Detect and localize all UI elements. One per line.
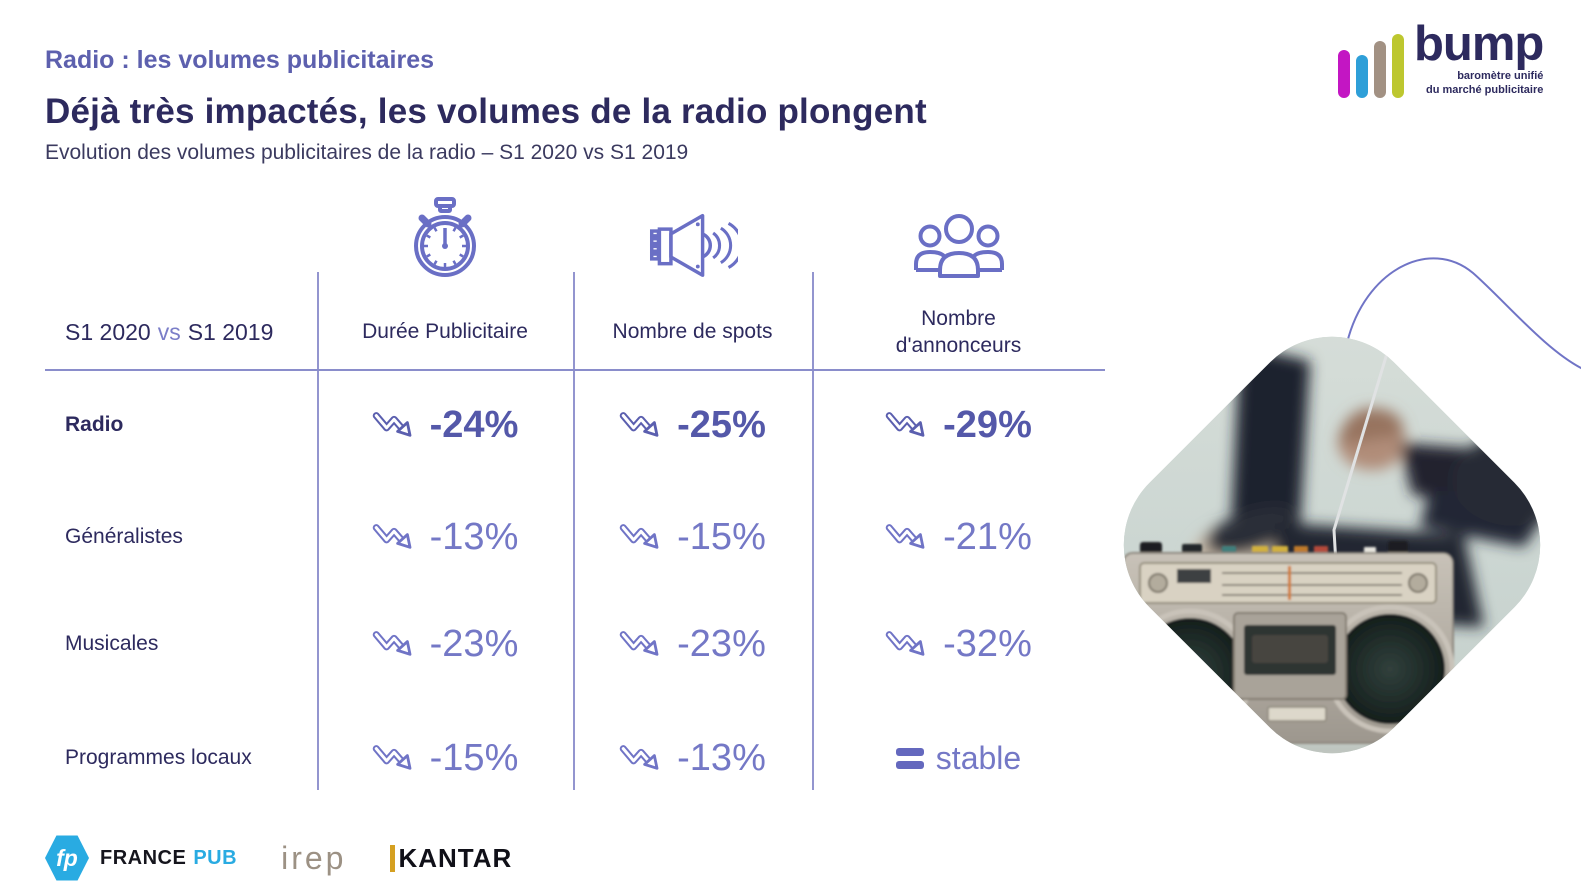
cell-value: -24% bbox=[429, 403, 519, 446]
decorative-curve bbox=[1346, 257, 1581, 370]
table-cell: -15% bbox=[317, 728, 573, 788]
trend-down-icon bbox=[619, 629, 665, 659]
bump-logo-bars-icon bbox=[1338, 32, 1404, 98]
trend-down-icon bbox=[619, 410, 665, 440]
bump-wordmark: bump bbox=[1414, 17, 1544, 71]
period-left: S1 2020 bbox=[65, 318, 151, 345]
france-pub-wordmark: FRANCE PUB bbox=[100, 846, 238, 869]
trend-down-icon bbox=[619, 522, 665, 552]
stable-equals-icon bbox=[895, 747, 924, 769]
bump-logo-text: bump baromètre unifié du marché publicit… bbox=[1414, 17, 1544, 98]
table-cell: -15% bbox=[573, 507, 812, 567]
cell-value: -23% bbox=[677, 622, 766, 665]
kantar-logo: KANTAR bbox=[390, 843, 512, 874]
cell-value: -32% bbox=[943, 622, 1032, 665]
column-header-spots: Nombre de spots bbox=[612, 320, 773, 344]
trend-down-icon bbox=[372, 522, 418, 552]
people-icon bbox=[812, 212, 1105, 278]
irep-logo: irep bbox=[281, 839, 347, 876]
table-cell: -23% bbox=[573, 614, 812, 674]
column-divider bbox=[573, 272, 575, 790]
bump-bar-blue bbox=[1356, 54, 1368, 98]
period-label: S1 2020 vs S1 2019 bbox=[65, 295, 273, 369]
cell-value: -25% bbox=[677, 403, 766, 446]
cell-value: stable bbox=[935, 739, 1022, 776]
bump-logo: bump baromètre unifié du marché publicit… bbox=[1338, 17, 1544, 98]
table-cell: -24% bbox=[317, 395, 573, 455]
row-label-programmes-locaux: Programmes locaux bbox=[65, 746, 252, 769]
header-underline bbox=[45, 369, 1105, 371]
table-cell: -21% bbox=[812, 507, 1105, 567]
table-cell: stable bbox=[812, 728, 1105, 788]
bump-bar-taupe bbox=[1374, 40, 1386, 98]
boombox bbox=[1122, 541, 1455, 744]
row-label-musicales: Musicales bbox=[65, 632, 159, 655]
france-pub-logo: fp FRANCE PUB bbox=[45, 835, 237, 882]
kantar-gold-bar-icon bbox=[390, 844, 396, 872]
cell-value: -29% bbox=[943, 403, 1032, 446]
cell-value: -21% bbox=[943, 515, 1032, 558]
stopwatch-icon bbox=[317, 197, 573, 281]
table-cell: -13% bbox=[317, 507, 573, 567]
radio-volumes-table: S1 2020 vs S1 2019 Durée Publicitaire No… bbox=[45, 195, 1105, 805]
kantar-wordmark: KANTAR bbox=[398, 842, 513, 873]
table-cell: -13% bbox=[573, 728, 812, 788]
page-subtitle: Evolution des volumes publicitaires de l… bbox=[45, 141, 689, 164]
speaker-icon bbox=[573, 208, 812, 280]
table-cell: -23% bbox=[317, 614, 573, 674]
page-title: Déjà très impactés, les volumes de la ra… bbox=[45, 92, 927, 131]
period-right: S1 2019 bbox=[187, 318, 274, 345]
bump-bar-lime bbox=[1392, 33, 1404, 98]
footer-logos: fp FRANCE PUB irep KANTAR bbox=[45, 830, 512, 886]
trend-down-icon bbox=[619, 743, 665, 773]
row-label-radio: Radio bbox=[65, 413, 124, 436]
slide-kicker: Radio : les volumes publicitaires bbox=[45, 46, 435, 74]
table-cell: -25% bbox=[573, 395, 812, 455]
trend-down-icon bbox=[885, 522, 931, 552]
trend-down-icon bbox=[372, 410, 418, 440]
trend-down-icon bbox=[372, 629, 418, 659]
trend-down-icon bbox=[885, 629, 931, 659]
table-cell: -32% bbox=[812, 614, 1105, 674]
france-pub-hexagon-icon: fp bbox=[45, 835, 89, 881]
bump-tagline: baromètre unifié du marché publicitaire bbox=[1426, 70, 1544, 97]
column-divider bbox=[317, 272, 319, 790]
cell-value: -13% bbox=[429, 515, 519, 558]
table-cell: -29% bbox=[812, 395, 1105, 455]
cell-value: -15% bbox=[677, 515, 766, 558]
column-header-annonceurs: Nombre d'annonceurs bbox=[895, 306, 1022, 357]
bump-bar-magenta bbox=[1338, 49, 1350, 98]
cell-value: -15% bbox=[429, 736, 519, 779]
column-divider bbox=[812, 272, 814, 790]
column-header-duree: Durée Publicitaire bbox=[362, 320, 528, 344]
trend-down-icon bbox=[885, 410, 931, 440]
row-label-generalistes: Généralistes bbox=[65, 525, 183, 548]
period-vs: vs bbox=[157, 318, 181, 345]
trend-down-icon bbox=[372, 743, 418, 773]
cell-value: -13% bbox=[677, 736, 766, 779]
cell-value: -23% bbox=[429, 622, 519, 665]
